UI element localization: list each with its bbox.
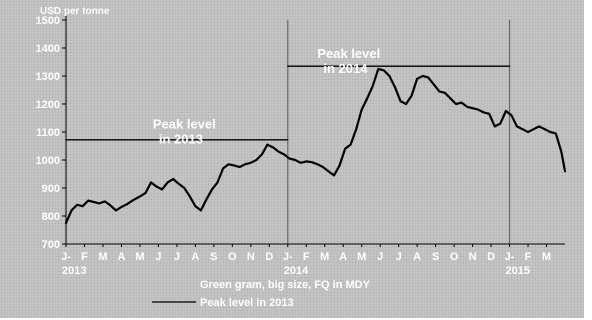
x-tick-label-9: O [228, 251, 237, 263]
year-label-2015: 2015 [506, 265, 530, 277]
x-tick-label-23: D [487, 251, 495, 263]
x-tick-label-4: M [135, 251, 144, 263]
x-tick-label-3: A [117, 251, 125, 263]
x-tick-label-16: M [357, 251, 366, 263]
y-tick-label-1200: 1200 [36, 99, 60, 111]
y-tick-label-1400: 1400 [36, 43, 60, 55]
y-tick-label-1100: 1100 [36, 127, 60, 139]
legend-label-green-gram: Green gram, big size, FQ in MDY [200, 279, 371, 291]
y-axis-unit-label: USD per tonne [40, 6, 110, 17]
y-tick-label-700: 700 [42, 239, 60, 251]
year-label-2014: 2014 [284, 265, 309, 277]
x-tick-label-6: J [174, 251, 180, 263]
x-tick-label-19: A [413, 251, 421, 263]
x-tick-label-13: F [303, 251, 310, 263]
x-tick-label-12: J- [283, 251, 293, 263]
x-tick-label-24: J- [505, 251, 515, 263]
annotation-0-line-0: Peak level [153, 117, 216, 132]
legend: Green gram, big size, FQ in MDY Peak lev… [152, 279, 371, 309]
annotation-1-line-1: in 2014 [323, 61, 368, 76]
x-tick-label-18: J [396, 251, 402, 263]
annotation-0-line-1: in 2013 [159, 132, 203, 147]
x-tick-label-14: M [320, 251, 329, 263]
x-tick-label-8: S [210, 251, 217, 263]
x-tick-label-2: M [98, 251, 107, 263]
legend-label-peak-level-2013: Peak level in 2013 [200, 297, 294, 309]
x-tick-label-22: N [469, 251, 477, 263]
series-line-green-gram [64, 67, 567, 225]
y-tick-label-800: 800 [42, 211, 60, 223]
year-label-2013: 2013 [62, 265, 86, 277]
x-tick-label-25: F [525, 251, 532, 263]
x-tick-label-0: J- [61, 251, 71, 263]
grid-layer [287, 20, 511, 244]
annotation-1: Peak level in 2014 [317, 46, 380, 76]
x-tick-label-15: A [339, 251, 347, 263]
x-tick-label-21: O [450, 251, 459, 263]
x-tick-label-7: A [191, 251, 199, 263]
x-tick-label-17: J [377, 251, 383, 263]
y-tick-label-900: 900 [42, 183, 60, 195]
x-tick-label-11: D [265, 251, 273, 263]
x-tick-label-20: S [432, 251, 439, 263]
x-tick-label-26: M [542, 251, 551, 263]
annotation-1-line-0: Peak level [317, 46, 380, 61]
y-tick-label-1500: 1500 [36, 15, 60, 27]
x-tick-label-10: N [247, 251, 255, 263]
peak-level-layer [65, 65, 511, 141]
y-tick-label-1000: 1000 [36, 155, 60, 167]
x-tick-label-1: F [81, 251, 88, 263]
y-tick-label-1300: 1300 [36, 71, 60, 83]
x-tick-label-5: J [155, 251, 161, 263]
annotation-0: Peak level in 2013 [153, 117, 216, 147]
series-layer [64, 67, 567, 225]
